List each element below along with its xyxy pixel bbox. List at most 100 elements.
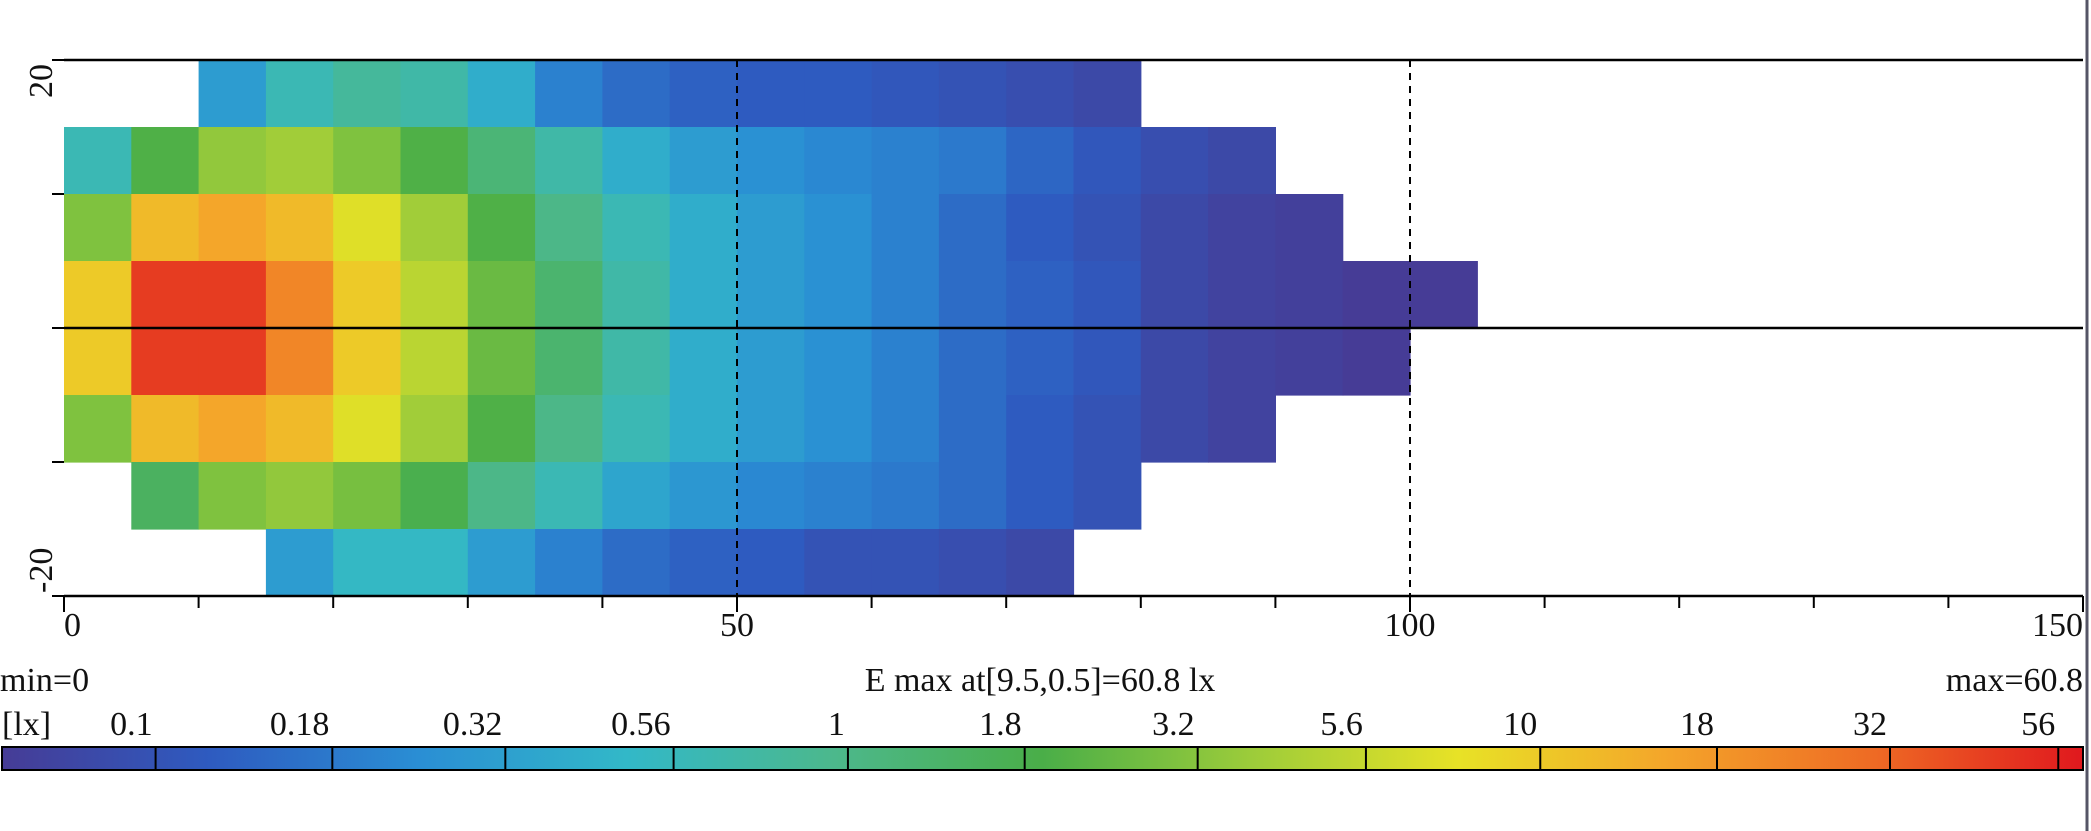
heat-cell <box>938 127 1007 195</box>
colorbar-tick-label: 10 <box>1503 706 1537 743</box>
heat-cell <box>467 529 536 597</box>
heat-cell <box>333 261 402 329</box>
heat-cell <box>938 60 1007 128</box>
colorbar-tick-label: 1.8 <box>979 706 1022 743</box>
heat-cell <box>1006 261 1075 329</box>
heat-cell <box>871 60 940 128</box>
heat-cell <box>1342 261 1411 329</box>
heat-cell <box>535 60 603 128</box>
heat-cell <box>535 328 603 396</box>
heat-cell <box>602 529 671 597</box>
heat-cell <box>1006 127 1075 195</box>
heat-cell <box>669 529 738 597</box>
heat-cell <box>333 395 402 463</box>
heat-cell <box>669 462 738 530</box>
heat-cell <box>64 127 132 195</box>
heat-cell <box>602 194 671 262</box>
heat-cell <box>333 328 402 396</box>
heat-cell <box>804 127 873 195</box>
heat-cell <box>1006 60 1075 128</box>
heat-cell <box>1208 395 1276 463</box>
heat-cell <box>467 395 536 463</box>
colorbar <box>1 746 2084 771</box>
heat-cell <box>1073 127 1142 195</box>
max-label: max=60.8 <box>1946 662 2083 699</box>
heat-cell <box>871 127 940 195</box>
heat-cell <box>64 261 132 329</box>
heat-cell <box>1140 395 1209 463</box>
heat-cell <box>535 194 603 262</box>
heat-cell <box>871 194 940 262</box>
heat-cell <box>265 194 334 262</box>
x-tick-label: 0 <box>64 607 81 644</box>
heat-cell <box>400 127 469 195</box>
heat-cell <box>938 462 1007 530</box>
heat-cell <box>602 60 671 128</box>
heat-cell <box>131 127 200 195</box>
heat-cell <box>198 127 267 195</box>
heat-cell <box>131 395 200 463</box>
heat-cell <box>131 328 200 396</box>
heat-cell <box>1073 261 1142 329</box>
heat-cell <box>1140 328 1209 396</box>
heat-cell <box>265 261 334 329</box>
colorbar-tick-label: 5.6 <box>1320 706 1363 743</box>
heat-cell <box>804 462 873 530</box>
x-tick-label: 50 <box>720 607 754 644</box>
heat-cell <box>871 261 940 329</box>
heat-cell <box>198 395 267 463</box>
heat-cell <box>467 127 536 195</box>
heat-cell <box>265 395 334 463</box>
heat-cell <box>131 462 200 530</box>
heat-cell <box>669 328 738 396</box>
heat-cell <box>1006 395 1075 463</box>
heat-cell <box>265 60 334 128</box>
heat-cell <box>198 60 267 128</box>
heat-cell <box>1208 328 1276 396</box>
heat-cell <box>1208 127 1276 195</box>
axes: 0 50 100 150 -20 20 <box>23 58 2084 644</box>
heat-cell <box>1073 194 1142 262</box>
heat-cell <box>400 60 469 128</box>
heat-cell <box>1208 261 1276 329</box>
heat-cell <box>938 194 1007 262</box>
heat-cell <box>400 194 469 262</box>
heat-cell <box>1208 194 1276 262</box>
heat-cell <box>669 127 738 195</box>
min-label: min=0 <box>0 662 89 699</box>
heat-cell <box>64 328 132 396</box>
x-tick-label: 150 <box>2032 607 2083 644</box>
heat-cell <box>871 529 940 597</box>
heat-cell <box>535 395 603 463</box>
heat-cell <box>602 261 671 329</box>
heat-cell <box>737 395 805 463</box>
heat-cell <box>467 462 536 530</box>
heat-cell <box>400 261 469 329</box>
heat-cell <box>669 194 738 262</box>
heat-cell <box>938 529 1007 597</box>
heat-cell <box>333 529 402 597</box>
colorbar-unit: [lx] <box>2 706 51 743</box>
colorbar-tick-label: 0.18 <box>270 706 330 743</box>
heat-cell <box>1073 462 1142 530</box>
heat-cell <box>333 60 402 128</box>
x-tick-label: 100 <box>1385 607 1436 644</box>
heat-cell <box>333 462 402 530</box>
colorbar-tick-label: 0.1 <box>110 706 153 743</box>
heat-cell <box>871 462 940 530</box>
heat-cell <box>467 194 536 262</box>
heat-cell <box>737 127 805 195</box>
heat-cell <box>804 328 873 396</box>
heat-cell <box>737 462 805 530</box>
heatmap <box>64 60 1478 597</box>
heat-cell <box>265 462 334 530</box>
heat-cell <box>1073 60 1142 128</box>
heat-cell <box>131 261 200 329</box>
heat-cell <box>871 328 940 396</box>
heat-cell <box>400 462 469 530</box>
heat-cell <box>1275 261 1344 329</box>
heat-cell <box>1006 462 1075 530</box>
heat-cell <box>467 60 536 128</box>
colorbar-tick-label: 18 <box>1680 706 1714 743</box>
heat-cell <box>938 261 1007 329</box>
